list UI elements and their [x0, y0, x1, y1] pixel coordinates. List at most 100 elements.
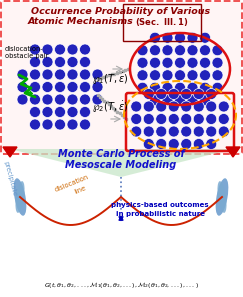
- Circle shape: [174, 57, 185, 68]
- Circle shape: [212, 57, 223, 68]
- Circle shape: [92, 81, 103, 92]
- Text: $G(t, \theta_1, \theta_2, ..., \mathcal{M}_1(\theta_1, \theta_2, ...), \mathcal{: $G(t, \theta_1, \theta_2, ..., \mathcal{…: [43, 280, 199, 290]
- Circle shape: [29, 81, 41, 92]
- Text: dislocation: dislocation: [54, 173, 90, 192]
- Circle shape: [67, 69, 78, 80]
- Circle shape: [193, 138, 204, 149]
- Circle shape: [174, 32, 185, 43]
- Circle shape: [162, 70, 173, 81]
- Circle shape: [218, 113, 229, 124]
- Circle shape: [212, 82, 223, 93]
- Circle shape: [187, 95, 198, 106]
- Circle shape: [193, 101, 204, 112]
- Circle shape: [131, 126, 142, 137]
- Circle shape: [200, 57, 210, 68]
- Circle shape: [131, 101, 142, 112]
- Text: physics-based outcomes: physics-based outcomes: [111, 202, 209, 208]
- Text: $\wp_1(T, \dot{\varepsilon})$: $\wp_1(T, \dot{\varepsilon})$: [92, 72, 128, 86]
- Circle shape: [137, 57, 148, 68]
- Circle shape: [79, 44, 90, 55]
- Circle shape: [181, 126, 192, 137]
- Circle shape: [156, 113, 167, 124]
- Ellipse shape: [217, 181, 226, 213]
- Text: $\wp_2(T, \dot{\varepsilon})$: $\wp_2(T, \dot{\varepsilon})$: [92, 99, 128, 115]
- Circle shape: [143, 101, 154, 112]
- Circle shape: [131, 113, 142, 124]
- Circle shape: [149, 45, 160, 56]
- Circle shape: [156, 89, 167, 99]
- Ellipse shape: [216, 178, 228, 216]
- Circle shape: [200, 45, 210, 56]
- Circle shape: [156, 138, 167, 149]
- Circle shape: [168, 89, 179, 99]
- Circle shape: [42, 69, 53, 80]
- Circle shape: [187, 57, 198, 68]
- Circle shape: [54, 44, 66, 55]
- Circle shape: [181, 138, 192, 149]
- Circle shape: [149, 70, 160, 81]
- Circle shape: [212, 45, 223, 56]
- Circle shape: [174, 70, 185, 81]
- Circle shape: [212, 70, 223, 81]
- Circle shape: [187, 45, 198, 56]
- Circle shape: [67, 56, 78, 67]
- Circle shape: [29, 44, 41, 55]
- Polygon shape: [10, 149, 233, 177]
- Circle shape: [162, 32, 173, 43]
- Circle shape: [67, 44, 78, 55]
- Circle shape: [206, 126, 217, 137]
- Text: obstacle pair: obstacle pair: [5, 53, 48, 59]
- Circle shape: [143, 89, 154, 99]
- Bar: [0, 177, 243, 297]
- Text: Mesoscale Modeling: Mesoscale Modeling: [65, 160, 177, 170]
- Circle shape: [29, 56, 41, 67]
- Polygon shape: [226, 147, 240, 157]
- Circle shape: [79, 94, 90, 105]
- Circle shape: [218, 126, 229, 137]
- Circle shape: [174, 82, 185, 93]
- Ellipse shape: [14, 178, 26, 216]
- Circle shape: [162, 95, 173, 106]
- Text: dislocation-: dislocation-: [5, 46, 44, 52]
- Circle shape: [54, 94, 66, 105]
- Circle shape: [174, 95, 185, 106]
- Circle shape: [168, 126, 179, 137]
- Circle shape: [193, 89, 204, 99]
- Text: Occurrence Probability of Various: Occurrence Probability of Various: [31, 7, 211, 17]
- Circle shape: [149, 57, 160, 68]
- Circle shape: [187, 32, 198, 43]
- Circle shape: [54, 107, 66, 118]
- Circle shape: [67, 81, 78, 92]
- Text: precipitate: precipitate: [2, 161, 17, 197]
- Circle shape: [137, 45, 148, 56]
- Text: Monte Carlo Process of: Monte Carlo Process of: [58, 149, 184, 159]
- Circle shape: [206, 101, 217, 112]
- Circle shape: [187, 70, 198, 81]
- Circle shape: [149, 95, 160, 106]
- Circle shape: [206, 113, 217, 124]
- Circle shape: [79, 56, 90, 67]
- Circle shape: [54, 119, 66, 130]
- Polygon shape: [3, 147, 17, 157]
- Circle shape: [181, 89, 192, 99]
- Circle shape: [67, 107, 78, 118]
- Circle shape: [29, 119, 41, 130]
- Circle shape: [54, 56, 66, 67]
- Circle shape: [54, 81, 66, 92]
- Circle shape: [42, 94, 53, 105]
- Text: in probabilistic nature: in probabilistic nature: [115, 211, 205, 217]
- Circle shape: [206, 138, 217, 149]
- Circle shape: [17, 81, 28, 92]
- Circle shape: [79, 119, 90, 130]
- Circle shape: [162, 82, 173, 93]
- Circle shape: [42, 44, 53, 55]
- Circle shape: [42, 56, 53, 67]
- Circle shape: [200, 32, 210, 43]
- Circle shape: [143, 138, 154, 149]
- Circle shape: [92, 69, 103, 80]
- Circle shape: [17, 94, 28, 105]
- Circle shape: [168, 101, 179, 112]
- Circle shape: [200, 82, 210, 93]
- Circle shape: [79, 107, 90, 118]
- Circle shape: [181, 101, 192, 112]
